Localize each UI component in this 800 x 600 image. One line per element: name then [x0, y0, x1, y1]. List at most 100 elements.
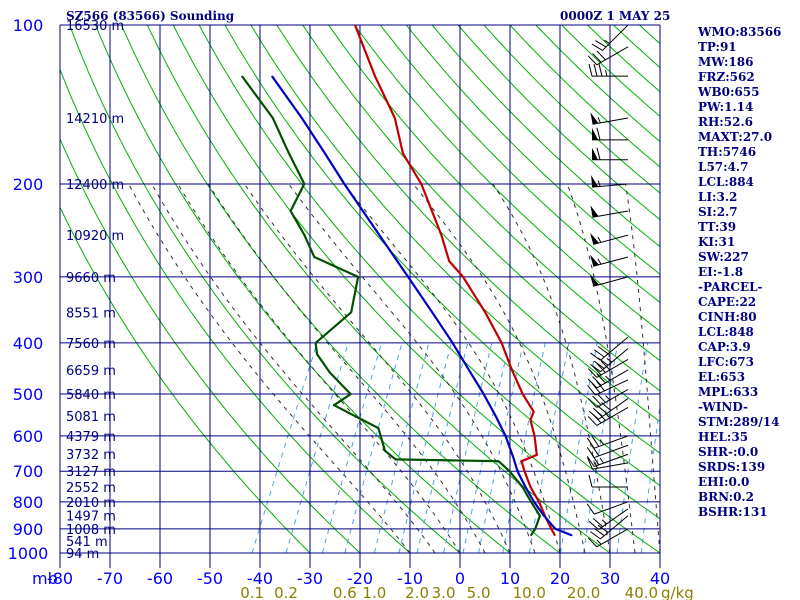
parcel-profile-point — [571, 534, 573, 537]
wind-barb-staff — [596, 46, 629, 66]
dewpoint-profile-point — [329, 371, 331, 373]
index-value: PW:1.14 — [698, 100, 753, 114]
wind-barb-flag — [596, 147, 601, 160]
height-label: 3127 m — [66, 465, 116, 480]
mixing-ratio-label: 0.1 — [240, 584, 264, 600]
height-label: 2010 m — [66, 496, 116, 511]
wind-barbs — [586, 24, 629, 548]
pressure-tick-label: 100 — [13, 16, 44, 35]
wind-barb-half-flag — [594, 462, 598, 469]
parcel-profile-point — [378, 234, 380, 236]
wind-barb-flag — [592, 518, 603, 528]
pressure-tick-label: 600 — [13, 427, 44, 446]
temperature-profile-point — [420, 183, 422, 185]
wind-barb-staff — [600, 336, 629, 361]
temperature-tick-label: -50 — [197, 569, 223, 588]
wind-barb-half-flag — [599, 457, 604, 464]
parcel-profile-point — [554, 528, 556, 530]
moist-adiabat-line — [243, 183, 511, 554]
temperature-tick-label: -10 — [397, 569, 423, 588]
wind-barb-staff — [598, 398, 629, 420]
dewpoint-profile-point — [377, 427, 379, 429]
wind-barb-staff — [596, 406, 629, 426]
wind-barb-staff — [598, 508, 629, 530]
temperature-profile-point — [550, 528, 552, 530]
height-label: 8551 m — [66, 306, 116, 321]
dry-adiabat-line — [431, 25, 660, 248]
wind-barb-half-flag — [605, 395, 611, 401]
grid — [59, 24, 661, 568]
mixing-ratio-label: 1.0 — [362, 584, 386, 600]
parcel-profile-point — [524, 486, 527, 488]
wind-barb-staff — [596, 369, 629, 389]
temperature-profile-point — [440, 234, 442, 236]
index-value: LFC:673 — [698, 355, 754, 369]
wind-barb-flag — [591, 43, 603, 51]
temperature-tick-label: -70 — [97, 569, 123, 588]
mixing-ratio-label: 0.2 — [274, 584, 298, 600]
wind-barb-pennant — [590, 274, 600, 287]
pressure-tick-label: 400 — [13, 334, 44, 353]
wind-barb-staff — [595, 379, 629, 396]
wind-barb — [587, 457, 629, 470]
temperature-profile-point — [448, 260, 450, 262]
mixing-ratio-label: 2.0 — [405, 584, 429, 600]
index-value: HEL:35 — [698, 430, 748, 444]
parcel-profile-point — [512, 457, 515, 459]
parcel-profile-point — [483, 393, 485, 395]
dry-adiabat-line — [483, 25, 660, 194]
parcel-profile-point — [543, 515, 545, 517]
wind-barb-flag — [598, 64, 603, 77]
mixing-ratio-label: 10.0 — [513, 584, 546, 600]
index-value: MW:186 — [698, 55, 753, 69]
wind-barb-flag — [596, 373, 606, 384]
wind-barb-flag — [593, 64, 598, 77]
wind-barb-flag — [596, 363, 606, 373]
dry-adiabat-line — [60, 206, 311, 554]
wind-barb-flag — [590, 364, 601, 373]
height-label: 16530 m — [66, 19, 124, 34]
temperature-profile-point — [529, 419, 532, 421]
pressure-tick-label: 500 — [13, 385, 44, 404]
wind-barb-flag — [587, 368, 598, 378]
wind-barb-flag — [586, 503, 595, 515]
temperature-tick-label: 20 — [550, 569, 570, 588]
height-label: 2552 m — [66, 481, 116, 496]
dewpoint-profile-point — [384, 450, 386, 452]
wind-barb-flag — [592, 365, 602, 376]
index-value: CINH:80 — [698, 310, 757, 324]
height-labels: 16530 m 14210 m 12400 m 10920 m 9660 m 8551 m… — [66, 19, 124, 562]
wind-barb-half-flag — [597, 258, 602, 265]
wind-barb-flag — [596, 411, 606, 421]
wind-barb — [586, 501, 629, 515]
dewpoint-profile-point — [315, 342, 317, 344]
parcel-profile-point — [495, 415, 497, 417]
pressure-tick-label: 900 — [13, 520, 44, 539]
height-label: 3732 m — [66, 448, 116, 463]
wind-barb-flag — [593, 527, 605, 537]
index-value: BRN:0.2 — [698, 490, 754, 504]
wind-barb-staff — [596, 359, 629, 378]
wind-barb-flag — [591, 383, 601, 394]
chart-title: SZ566 (83566) Sounding — [66, 9, 235, 23]
dry-adiabat-line — [60, 137, 361, 554]
dry-adiabat-line — [509, 25, 660, 168]
height-label: 94 m — [66, 547, 99, 562]
temperature-tick-label: -20 — [347, 569, 373, 588]
wind-barb-pennant — [592, 127, 598, 140]
dry-adiabat-line — [250, 25, 660, 454]
wind-barb-half-flag — [605, 413, 611, 419]
parcel-profile-point — [504, 435, 507, 437]
wind-barb-staff — [596, 528, 629, 548]
wind-barb-flag — [588, 521, 599, 530]
wind-barb — [587, 528, 629, 548]
index-value: LCL:848 — [698, 325, 754, 339]
wind-barb-flag — [596, 50, 606, 61]
mixing-ratio-unit-label: g/kg — [661, 584, 694, 600]
dewpoint-profile-point — [290, 210, 292, 212]
wind-barb-staff — [594, 453, 629, 468]
parcel-profile-point — [431, 311, 433, 313]
wind-barb — [591, 24, 629, 51]
